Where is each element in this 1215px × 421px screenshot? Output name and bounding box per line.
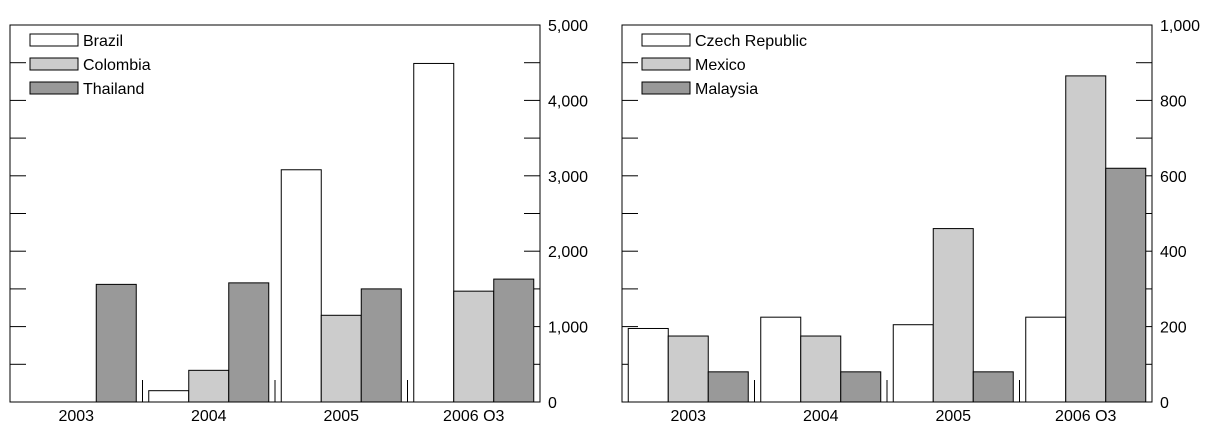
y-tick-label: 600: [1160, 169, 1187, 186]
legend-label: Thailand: [83, 81, 144, 98]
bar-thailand-2005: [360, 288, 402, 403]
bar-czech-republic-2006-q3: [1025, 316, 1067, 403]
x-tick-label: 2005: [323, 408, 359, 421]
chart-panel-2: 0 200 400 600 800 1,000 2003 2004 2005 2006 Q3 Cze…: [621, 18, 1200, 421]
legend-label: Brazil: [83, 33, 123, 50]
y-tick-label: 5,000: [548, 18, 588, 35]
bar-mexico-2006-q3: [1065, 75, 1107, 403]
bar-mexico-2005: [932, 228, 974, 403]
y-tick-label: 400: [1160, 244, 1187, 261]
bar-mexico-2003: [667, 335, 709, 403]
bar-malaysia-2004: [840, 371, 882, 403]
x-tick-label: 2003: [58, 408, 94, 421]
legend-swatch: [641, 33, 691, 47]
y-tick-label: 2,000: [548, 244, 588, 261]
y-tick-label: 4,000: [548, 93, 588, 110]
bar-czech-republic-2004: [760, 316, 802, 403]
bar-malaysia-2006-q3: [1105, 167, 1147, 403]
bar-brazil-2006-q3: [413, 62, 455, 403]
x-tick-label: 2004: [191, 408, 227, 421]
bar-thailand-2003: [95, 283, 137, 403]
bar-mexico-2004: [800, 335, 842, 403]
legend-label: Czech Republic: [695, 33, 807, 50]
x-tick-label: 2006 Q3: [1055, 408, 1116, 421]
legend-label: Colombia: [83, 57, 151, 74]
bar-malaysia-2005: [972, 371, 1014, 403]
y-tick-label: 1,000: [548, 320, 588, 337]
bar-czech-republic-2003: [627, 327, 669, 403]
legend-swatch: [29, 81, 79, 95]
bar-czech-republic-2005: [892, 324, 934, 403]
chart-panel-1: 0 1,000 2,000 3,000 4,000 5,000 2003 2004 2005 20…: [9, 18, 588, 421]
bar-malaysia-2003: [707, 371, 749, 403]
legend-label: Mexico: [695, 57, 746, 74]
x-tick-label: 2003: [670, 408, 706, 421]
x-tick-label: 2004: [803, 408, 839, 421]
bar-brazil-2005: [280, 169, 322, 403]
y-tick-label: 200: [1160, 320, 1187, 337]
bar-colombia-2006-q3: [453, 290, 495, 403]
legend-swatch: [29, 57, 79, 71]
bar-colombia-2004: [188, 369, 230, 403]
y-tick-label: 1,000: [1160, 18, 1200, 35]
bar-colombia-2005: [320, 314, 362, 403]
bar-thailand-2004: [228, 282, 270, 403]
legend-swatch: [641, 81, 691, 95]
legend-swatch: [29, 33, 79, 47]
bar-brazil-2004: [148, 390, 190, 403]
y-tick-label: 3,000: [548, 169, 588, 186]
x-tick-label: 2006 Q3: [443, 408, 504, 421]
y-tick-label: 0: [1160, 395, 1169, 412]
y-tick-label: 800: [1160, 93, 1187, 110]
x-tick-label: 2005: [935, 408, 971, 421]
legend-swatch: [641, 57, 691, 71]
y-tick-label: 0: [548, 395, 557, 412]
legend-label: Malaysia: [695, 81, 758, 98]
bar-thailand-2006-q3: [493, 278, 535, 403]
